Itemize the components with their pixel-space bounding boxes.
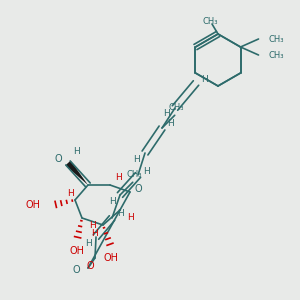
Text: H: H [134, 154, 140, 164]
Text: CH₃: CH₃ [169, 103, 184, 112]
Text: O: O [134, 184, 142, 194]
Text: H: H [92, 229, 98, 238]
Text: H: H [115, 172, 122, 182]
Text: CH₃: CH₃ [202, 17, 218, 26]
Text: O: O [86, 261, 94, 271]
Text: H: H [167, 119, 173, 128]
Text: H: H [127, 214, 134, 223]
Text: O: O [72, 265, 80, 275]
Text: H: H [73, 146, 80, 155]
Polygon shape [65, 160, 88, 185]
Text: H: H [142, 167, 149, 176]
Text: OH: OH [70, 246, 85, 256]
Text: OH: OH [103, 253, 118, 263]
Text: H: H [85, 238, 92, 247]
Text: H: H [201, 74, 207, 83]
Text: H: H [67, 188, 73, 197]
Text: CH₃: CH₃ [268, 50, 284, 59]
Text: OH: OH [26, 200, 41, 210]
Text: H: H [88, 221, 95, 230]
Text: H: H [117, 209, 123, 218]
Text: H: H [109, 196, 116, 206]
Text: H: H [164, 110, 170, 118]
Text: CH₃: CH₃ [127, 170, 142, 179]
Text: CH₃: CH₃ [268, 34, 284, 43]
Text: O: O [54, 154, 62, 164]
